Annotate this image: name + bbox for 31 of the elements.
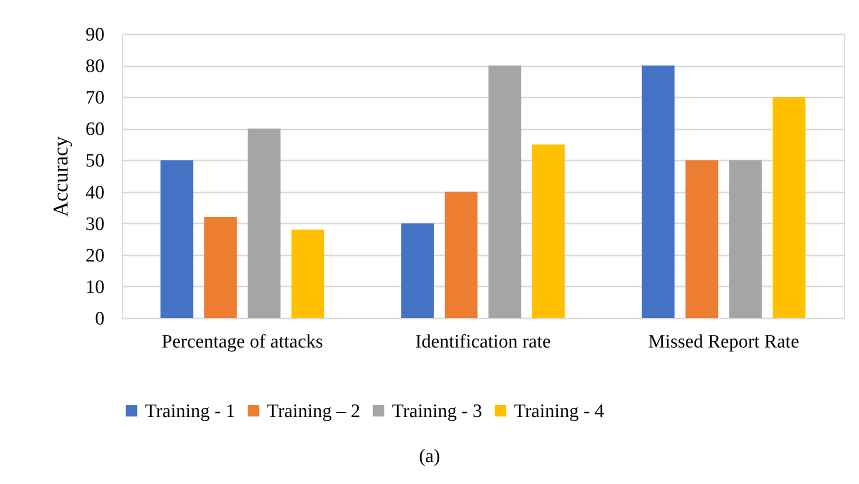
y-tick-label: 20 — [86, 245, 104, 266]
y-tick-label: 30 — [86, 214, 104, 235]
x-tick-label: Identification rate — [415, 332, 551, 352]
y-tick-label: 80 — [86, 56, 104, 78]
legend-label: Training - 4 — [514, 400, 605, 422]
bar — [729, 160, 762, 318]
y-axis-title: Accuracy — [48, 136, 72, 217]
y-tick-label: 0 — [95, 308, 104, 330]
y-tick-label: 60 — [86, 119, 104, 140]
bar — [160, 160, 194, 318]
bar — [291, 230, 324, 318]
y-tick-label: 40 — [86, 182, 104, 204]
y-tick-label: 70 — [86, 88, 104, 109]
bar — [532, 144, 565, 318]
legend-label: Training - 1 — [145, 400, 236, 422]
bar — [401, 223, 434, 318]
x-tick-label: Percentage of attacks — [162, 332, 324, 352]
x-tick-label: Missed Report Rate — [648, 332, 800, 352]
bar — [685, 160, 718, 318]
bar — [772, 97, 806, 318]
y-tick-label: 90 — [86, 24, 104, 46]
y-tick-label: 50 — [86, 150, 104, 172]
bar — [204, 217, 237, 318]
bar — [642, 66, 675, 318]
bar — [488, 66, 522, 318]
bar — [248, 128, 281, 318]
text: (a) — [418, 446, 442, 468]
y-tick-label: 10 — [86, 276, 104, 298]
legend-label: Training – 2 — [267, 400, 360, 422]
legend-label: Training - 3 — [392, 400, 482, 422]
bar — [444, 192, 478, 318]
